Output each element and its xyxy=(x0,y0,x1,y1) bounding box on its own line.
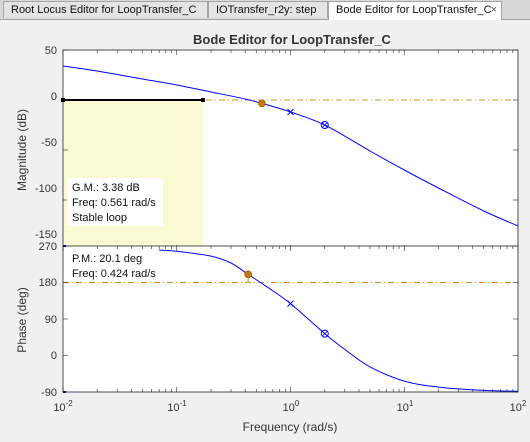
phase-plot-content xyxy=(62,245,519,393)
mag-ytick-label: -100 xyxy=(35,183,57,195)
x-axis-label: Frequency (rad/s) xyxy=(243,420,338,434)
gain-margin-region xyxy=(63,100,203,250)
phase-margin-value: P.M.: 20.1 deg xyxy=(72,253,142,265)
tab-label: IOTransfer_r2y: step xyxy=(216,4,317,16)
phase-ytick-label: 180 xyxy=(39,277,57,289)
gain-margin-info-box xyxy=(67,178,163,226)
phase-ytick-label: 270 xyxy=(39,241,57,253)
magnitude-axis-label: Magnitude (dB) xyxy=(15,109,29,191)
pole-marker xyxy=(287,300,294,307)
xtick-label: 100 xyxy=(283,399,300,414)
plot-title: Bode Editor for LoopTransfer_C xyxy=(193,32,392,47)
phase-margin-info-box xyxy=(67,250,159,282)
phase-curve xyxy=(159,249,519,392)
gain-margin-bar-end xyxy=(200,98,205,102)
tab-iotransfer-step[interactable]: IOTransfer_r2y: step xyxy=(208,1,328,18)
gain-margin-value: G.M.: 3.38 dB xyxy=(72,182,140,194)
mag-ytick-label: 0 xyxy=(51,91,57,103)
mag-ytick-label: 50 xyxy=(45,45,57,57)
stability-status: Stable loop xyxy=(72,212,127,224)
mag-ytick-label: -50 xyxy=(41,137,57,149)
xtick-label: 10-1 xyxy=(167,399,187,414)
zero-marker xyxy=(320,329,329,338)
phase-margin-marker xyxy=(244,270,252,279)
phase-ytick-label: -90 xyxy=(41,387,57,399)
bode-plot[interactable]: Bode Editor for LoopTransfer_C Magnitude… xyxy=(0,20,530,437)
zero-marker xyxy=(320,121,329,129)
tab-root-locus-editor[interactable]: Root Locus Editor for LoopTransfer_C xyxy=(3,1,208,18)
gain-margin-marker xyxy=(258,99,266,108)
zero-marker-cross xyxy=(321,330,328,337)
pole-marker xyxy=(287,108,294,116)
gain-margin-frequency: Freq: 0.561 rad/s xyxy=(72,197,156,209)
document-tab-bar: Root Locus Editor for LoopTransfer_C IOT… xyxy=(0,0,530,20)
mag-ytick-label: -150 xyxy=(35,229,57,241)
tab-bode-editor[interactable]: Bode Editor for LoopTransfer_C × xyxy=(328,1,502,20)
magnitude-curve xyxy=(62,65,519,227)
phase-margin-frequency: Freq: 0.424 rad/s xyxy=(72,268,156,280)
phase-ytick-label: 0 xyxy=(51,350,57,362)
bode-figure: Bode Editor for LoopTransfer_C Magnitude… xyxy=(0,20,530,437)
zero-marker-cross xyxy=(321,122,328,128)
tab-label: Root Locus Editor for LoopTransfer_C xyxy=(11,4,197,16)
close-icon[interactable]: × xyxy=(490,4,497,16)
xtick-label: 102 xyxy=(510,399,527,414)
tab-label: Bode Editor for LoopTransfer_C xyxy=(336,4,492,16)
phase-axis-label: Phase (deg) xyxy=(15,287,29,352)
xtick-label: 10-2 xyxy=(53,399,73,414)
phase-ytick-label: 90 xyxy=(45,314,57,326)
xtick-label: 101 xyxy=(397,399,414,414)
